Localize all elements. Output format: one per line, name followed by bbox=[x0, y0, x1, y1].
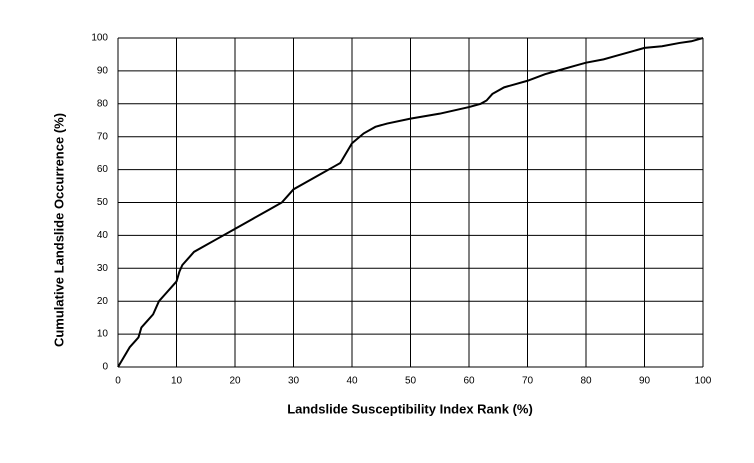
y-tick-label: 0 bbox=[102, 362, 108, 373]
x-tick-label: 0 bbox=[115, 376, 121, 387]
y-tick-label: 10 bbox=[97, 329, 109, 340]
x-axis-title: Landslide Susceptibility Index Rank (%) bbox=[287, 401, 533, 416]
y-tick-label: 90 bbox=[97, 66, 109, 77]
x-tick-label: 100 bbox=[695, 376, 712, 387]
x-tick-label: 30 bbox=[288, 376, 300, 387]
x-tick-label: 80 bbox=[580, 376, 592, 387]
y-tick-label: 50 bbox=[97, 197, 109, 208]
x-tick-label: 60 bbox=[463, 376, 475, 387]
x-tick-label: 70 bbox=[522, 376, 534, 387]
x-tick-label: 50 bbox=[405, 376, 417, 387]
y-axis-title: Cumulative Landslide Occurrence (%) bbox=[51, 113, 66, 347]
y-tick-label: 100 bbox=[91, 33, 108, 44]
y-tick-label: 70 bbox=[97, 131, 109, 142]
y-tick-label: 40 bbox=[97, 230, 109, 241]
x-tick-label: 90 bbox=[639, 376, 651, 387]
x-tick-label: 40 bbox=[346, 376, 358, 387]
data-line bbox=[117, 37, 704, 368]
y-tick-label: 30 bbox=[97, 263, 109, 274]
y-tick-label: 20 bbox=[97, 296, 109, 307]
y-tick-label: 80 bbox=[97, 98, 109, 109]
y-tick-label: 60 bbox=[97, 164, 109, 175]
x-tick-label: 20 bbox=[229, 376, 241, 387]
x-tick-label: 10 bbox=[171, 376, 183, 387]
